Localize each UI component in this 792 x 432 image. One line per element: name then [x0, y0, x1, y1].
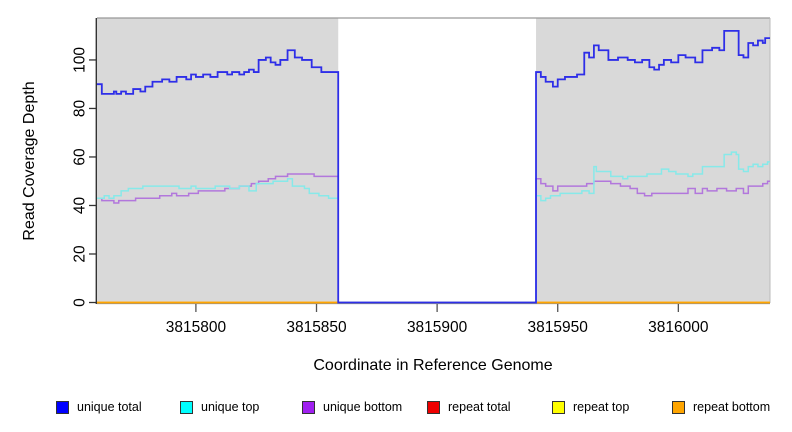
legend-swatch-repeat-total: [427, 400, 440, 414]
legend-label: unique bottom: [323, 400, 403, 414]
y-tick-label: 60: [72, 148, 89, 166]
x-tick-label: 3816000: [648, 319, 709, 336]
y-tick-label: 20: [72, 245, 89, 263]
y-tick-label: 100: [72, 47, 89, 73]
y-axis-title: Read Coverage Depth: [21, 81, 38, 241]
legend-label: unique total: [77, 400, 142, 414]
legend-swatch-repeat-top: [552, 400, 565, 414]
panel-shaded-region: [536, 18, 770, 303]
y-tick-label: 0: [72, 298, 89, 307]
legend-label: repeat bottom: [693, 400, 771, 414]
legend-item: repeat top: [552, 399, 629, 415]
legend-swatch-unique-total: [56, 400, 69, 414]
legend-label: repeat total: [448, 400, 511, 414]
legend-swatch-unique-bottom: [302, 400, 315, 414]
y-tick-label: 80: [72, 99, 89, 117]
legend-swatch-unique-top: [180, 400, 193, 414]
x-tick-label: 3815950: [528, 319, 589, 336]
legend-item: unique top: [180, 399, 259, 415]
legend-label: unique top: [201, 400, 260, 414]
series-line-unique-total: [97, 29, 770, 304]
series-line-unique-top: [97, 151, 770, 304]
legend-swatch-repeat-bottom: [672, 400, 685, 414]
legend-label: repeat top: [573, 400, 630, 414]
series-line-unique-bottom: [97, 173, 770, 304]
legend-item: unique total: [56, 399, 142, 415]
coverage-plot: 0 20 40 60 80 100 3815800 3815850 3815900 3815950…: [72, 17, 771, 336]
legend-item: repeat total: [427, 399, 511, 415]
x-tick-label: 3815900: [407, 319, 468, 336]
legend: unique total unique top unique bottom re…: [0, 399, 792, 417]
y-tick-label: 40: [72, 196, 89, 214]
panel-shaded-region: [97, 18, 339, 303]
x-tick-label: 3815850: [286, 319, 347, 336]
legend-item: repeat bottom: [672, 399, 770, 415]
x-axis-title: Coordinate in Reference Genome: [313, 357, 553, 374]
legend-item: unique bottom: [302, 399, 402, 415]
x-tick-label: 3815800: [166, 319, 227, 336]
